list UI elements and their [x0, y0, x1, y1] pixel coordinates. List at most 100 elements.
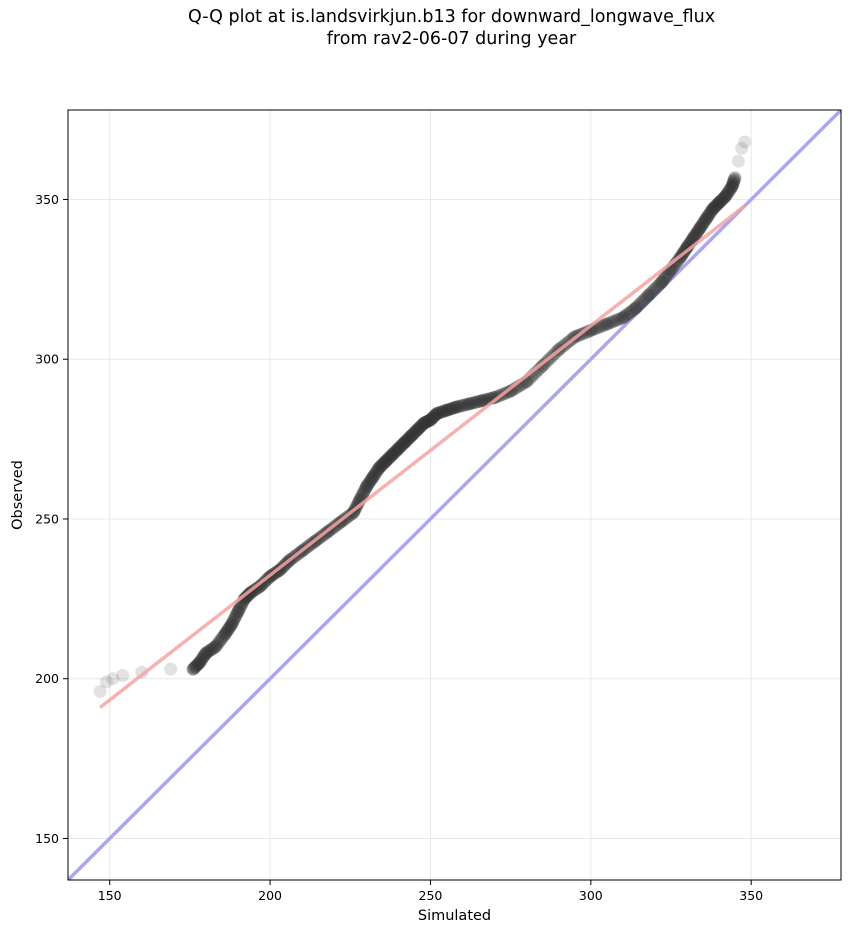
data-point — [233, 601, 247, 615]
data-point — [714, 194, 728, 208]
data-point — [441, 403, 455, 417]
data-point — [195, 652, 209, 666]
data-point — [356, 487, 370, 501]
data-point — [99, 675, 113, 689]
data-point — [614, 312, 628, 326]
data-point — [358, 482, 372, 496]
data-point — [438, 404, 452, 418]
data-point — [609, 313, 623, 327]
data-point — [357, 484, 371, 498]
data-point — [225, 617, 239, 631]
y-tick-label: 350 — [35, 192, 59, 207]
data-point — [466, 396, 480, 410]
data-point — [708, 200, 722, 214]
data-point — [717, 191, 731, 205]
data-point — [429, 407, 443, 421]
data-point — [701, 209, 715, 223]
data-point — [475, 394, 489, 408]
data-point — [654, 276, 668, 290]
data-point — [186, 662, 200, 676]
data-point — [410, 423, 424, 437]
data-point — [647, 283, 661, 297]
data-point — [700, 210, 714, 224]
data-point — [193, 656, 207, 670]
data-point — [420, 415, 434, 429]
data-point — [625, 304, 639, 318]
data-point — [206, 642, 220, 656]
data-point — [251, 581, 265, 595]
data-point — [416, 417, 430, 431]
data-point — [458, 398, 472, 412]
data-point — [598, 318, 612, 332]
data-point — [405, 428, 419, 442]
data-point — [376, 457, 390, 471]
data-point — [423, 413, 437, 427]
data-point — [368, 466, 382, 480]
data-point — [720, 187, 734, 201]
data-point — [593, 320, 607, 334]
data-point — [194, 653, 208, 667]
chart-title-block: Q-Q plot at is.landsvirkjun.b13 for down… — [26, 6, 851, 50]
data-point — [611, 313, 625, 327]
data-point — [725, 178, 739, 192]
data-point — [708, 199, 722, 213]
data-point — [699, 212, 713, 226]
x-tick-label: 150 — [98, 888, 122, 903]
data-point — [595, 319, 609, 333]
data-point — [680, 240, 694, 254]
identity-line — [68, 110, 841, 880]
data-point — [697, 216, 711, 230]
data-point — [187, 661, 201, 675]
data-point — [602, 316, 616, 330]
data-point — [198, 648, 212, 662]
data-point — [627, 302, 641, 316]
data-point — [379, 454, 393, 468]
data-point — [408, 425, 422, 439]
data-point — [451, 400, 465, 414]
data-point — [629, 301, 643, 315]
reference-lines — [68, 110, 841, 880]
data-point — [694, 220, 708, 234]
data-point — [449, 400, 463, 414]
data-point — [716, 192, 730, 206]
data-point — [727, 174, 741, 188]
data-point — [642, 288, 656, 302]
data-point — [213, 634, 227, 648]
data-point — [391, 442, 405, 456]
x-tick-label: 200 — [258, 888, 282, 903]
data-point — [456, 398, 470, 412]
data-point — [370, 464, 384, 478]
data-point — [415, 418, 429, 432]
data-point — [723, 182, 737, 196]
data-point — [710, 197, 724, 211]
data-point — [210, 638, 224, 652]
data-point — [702, 208, 716, 222]
data-point — [359, 480, 373, 494]
data-point — [688, 228, 702, 242]
data-point — [488, 391, 502, 405]
data-point — [211, 636, 225, 650]
plot-frame — [67, 109, 842, 881]
data-point — [417, 416, 431, 430]
data-point — [638, 292, 652, 306]
data-point — [188, 660, 202, 674]
data-point — [363, 475, 377, 489]
data-point — [445, 402, 459, 416]
data-point — [433, 406, 447, 420]
data-point — [403, 430, 417, 444]
data-point — [253, 579, 267, 593]
data-point — [412, 421, 426, 435]
data-point — [616, 311, 630, 325]
data-point — [397, 436, 411, 450]
data-point — [435, 405, 449, 419]
data-point — [533, 361, 547, 375]
data-point — [506, 383, 520, 397]
data-point — [649, 281, 663, 295]
x-tick-label: 300 — [579, 888, 603, 903]
data-point — [380, 453, 394, 467]
data-point — [621, 307, 635, 321]
data-point — [225, 616, 239, 630]
data-point — [618, 309, 632, 323]
data-point — [424, 412, 438, 426]
data-point — [222, 622, 236, 636]
